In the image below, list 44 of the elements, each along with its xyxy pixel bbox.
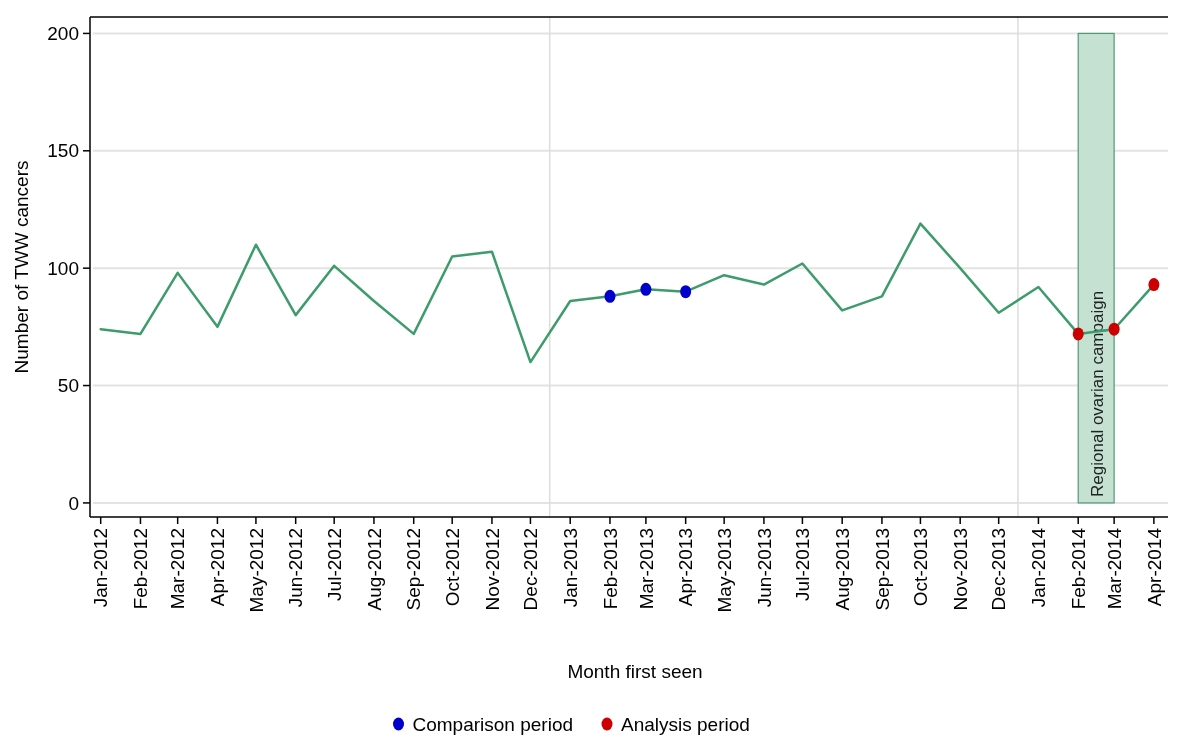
point [680,285,692,299]
x-tick-label: Mar-2012 [167,528,189,610]
x-tick-label: Apr-2013 [675,528,697,607]
x-tick-label: Dec-2012 [520,528,542,611]
x-tick-label: Dec-2013 [988,528,1010,611]
x-tick-label: Oct-2013 [910,528,932,607]
x-tick-label: Apr-2014 [1143,527,1165,607]
x-tick-label: Nov-2013 [949,528,971,611]
x-tick-label: Sep-2013 [871,528,893,611]
x-tick-label: Jan-2013 [559,528,581,608]
x-tick-label: Jun-2012 [285,528,307,608]
x-tick-label: May-2013 [713,528,735,613]
x-tick-label: Feb-2012 [130,528,152,610]
x-tick-label: Mar-2014 [1103,527,1125,610]
x-tick-label: Jan-2012 [90,528,112,608]
legend-label: Comparison period [412,713,574,735]
y-tick-label: 100 [47,257,79,279]
x-tick-label: Jan-2014 [1028,527,1050,608]
legend-label: Analysis period [621,713,750,735]
x-tick-label: Aug-2012 [363,528,385,611]
x-tick-label: Apr-2012 [207,528,229,607]
y-tick-label: 200 [47,23,79,45]
x-tick-label: Feb-2014 [1067,527,1089,610]
point [604,289,616,303]
x-tick-label: May-2012 [245,528,267,613]
x-tick-label: Oct-2012 [441,528,463,607]
y-axis-title: Number of TWW cancers [11,160,32,374]
x-axis-title: Month first seen [567,661,703,682]
x-tick-label: Sep-2012 [403,528,425,611]
x-tick-label: Mar-2013 [635,528,657,610]
y-tick-label: 50 [57,375,79,397]
x-tick-label: Jul-2013 [792,528,814,601]
y-tick-label: 0 [68,492,79,514]
x-tick-label: Aug-2013 [831,528,853,611]
x-tick-label: Jul-2012 [323,528,345,601]
x-tick-label: Feb-2013 [599,528,621,610]
point [1148,278,1160,292]
x-tick-label: Nov-2012 [481,528,503,611]
x-tick-label: Jun-2013 [753,528,775,608]
point [1108,322,1120,336]
band-label: Regional ovarian campaign [1088,290,1108,497]
point [640,282,652,296]
y-tick-label: 150 [47,140,79,162]
point [1072,327,1084,341]
